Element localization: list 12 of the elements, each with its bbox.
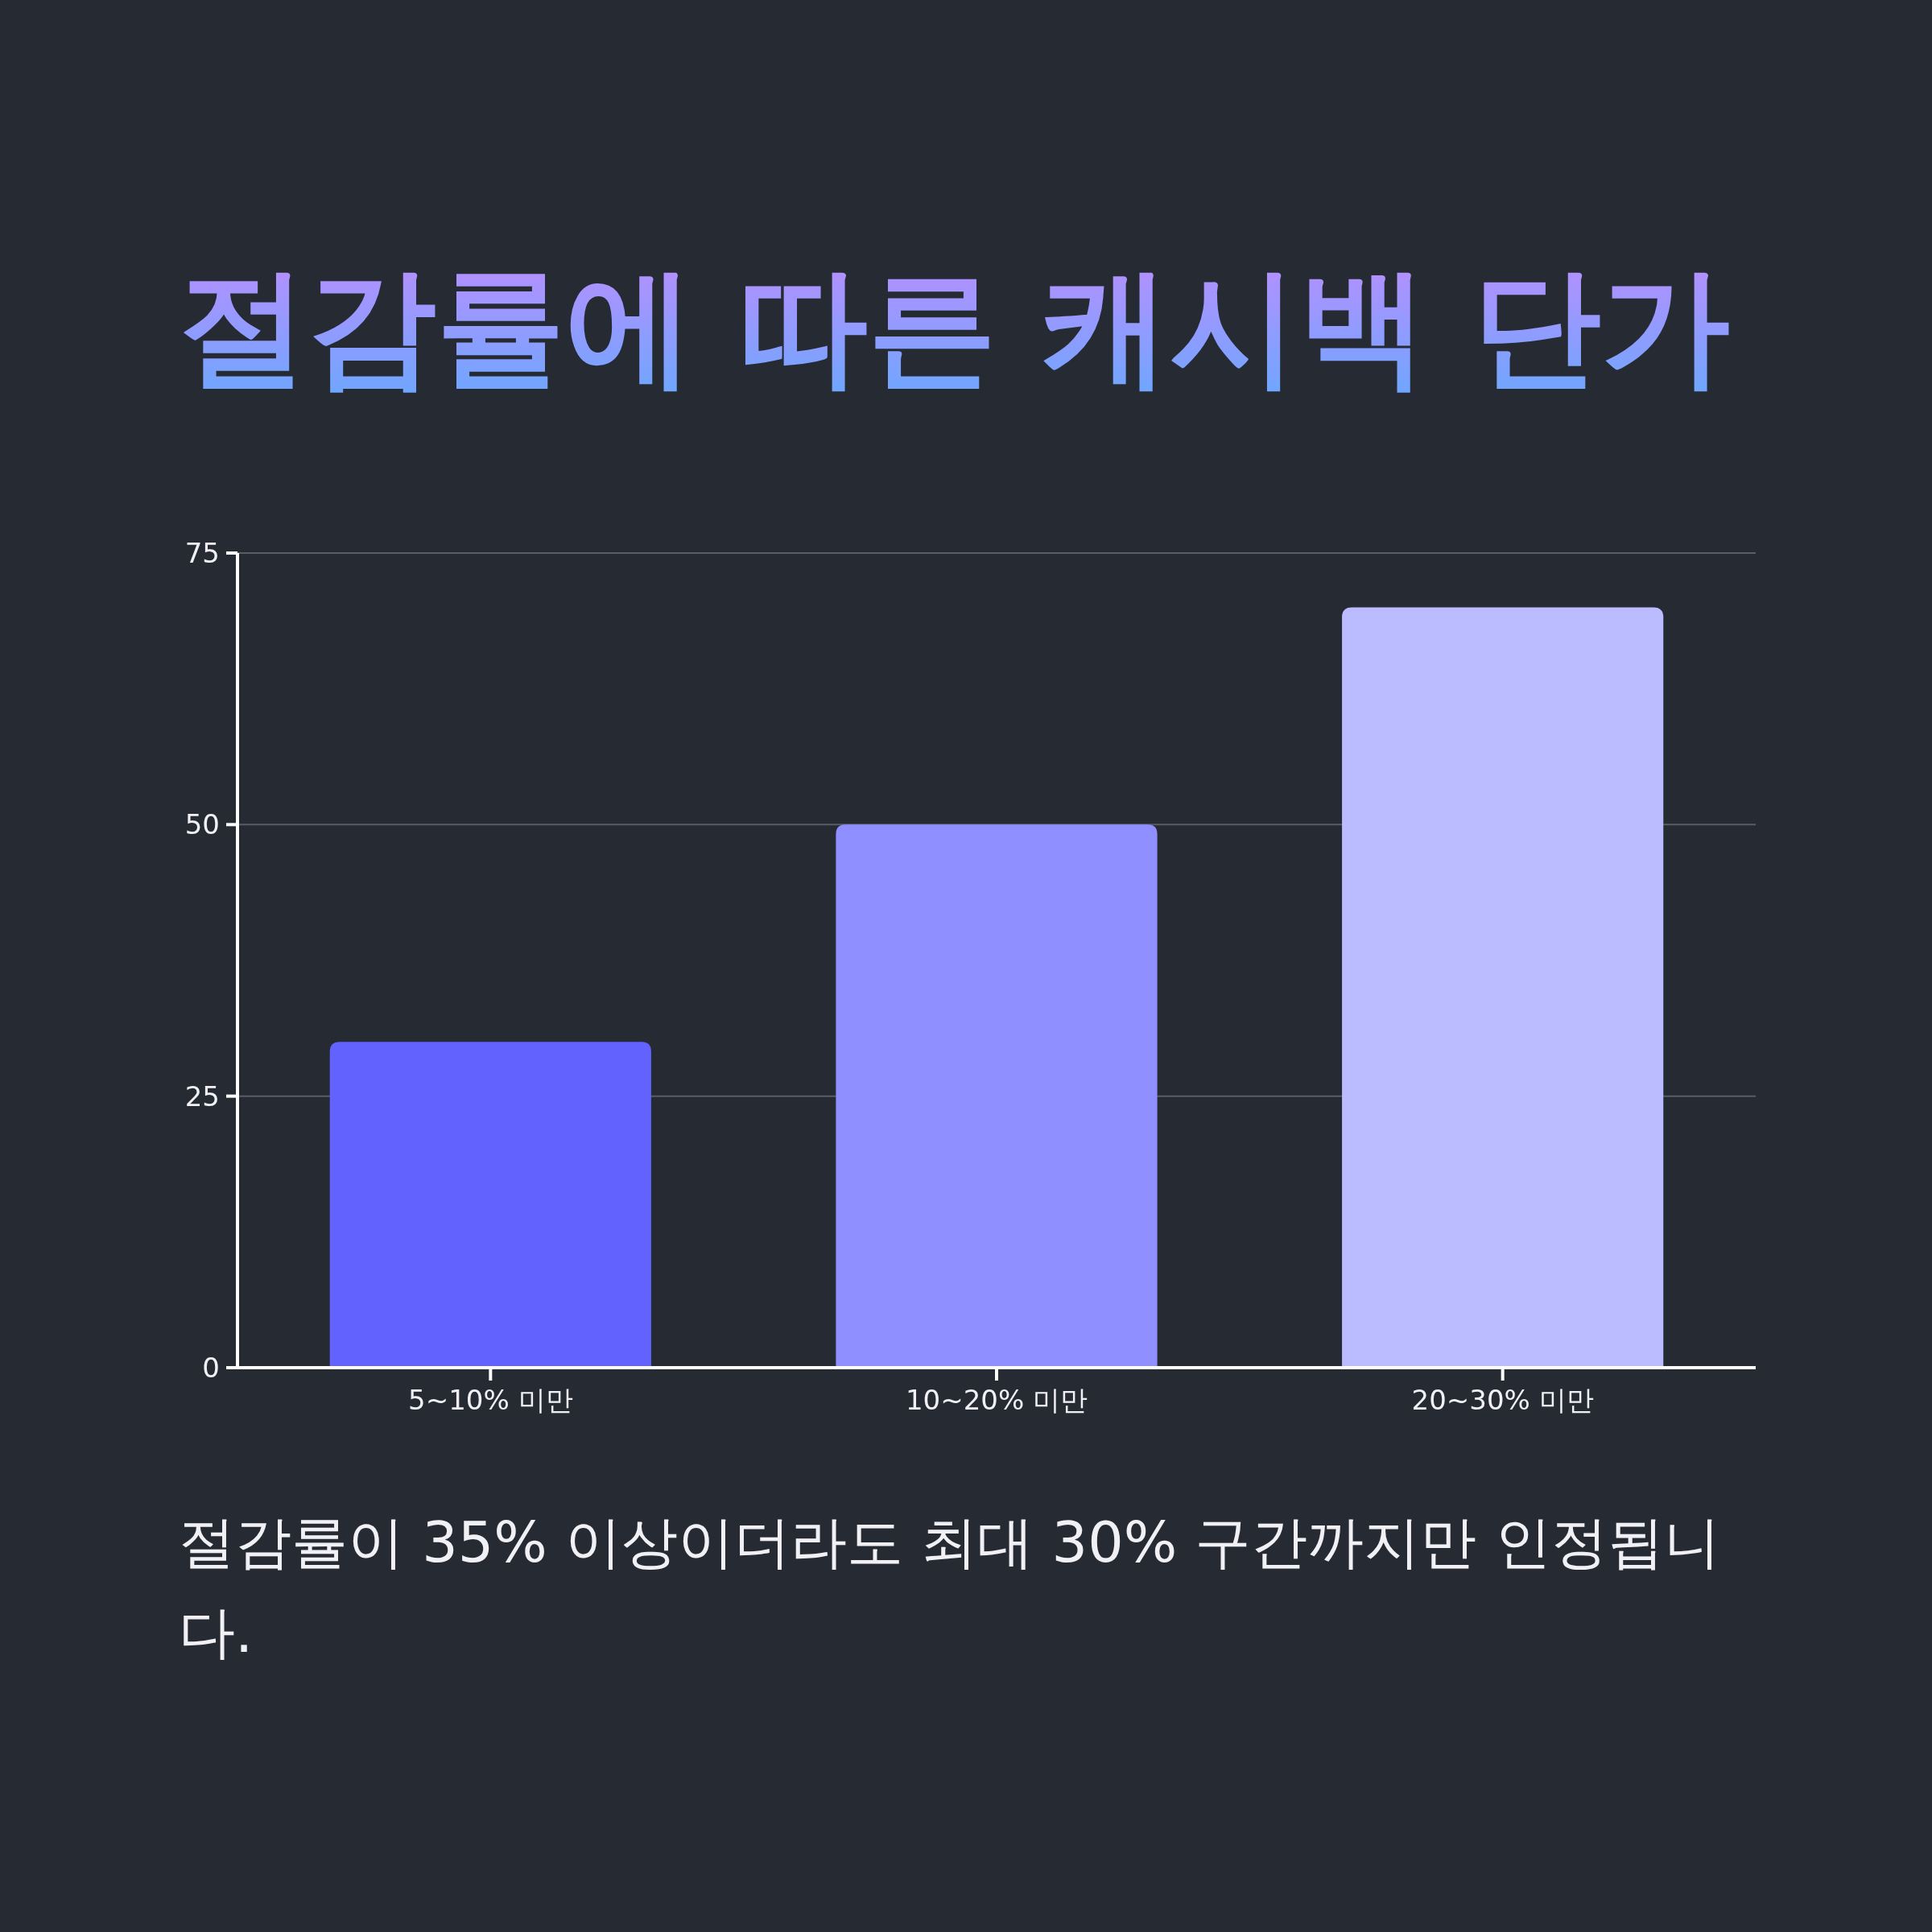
chart-title: 절감률에 따른 캐시백 단가 (179, 242, 1731, 415)
x-tick-label: 10~20% 미만 (905, 1384, 1088, 1416)
x-tick-label: 5~10% 미만 (408, 1384, 573, 1416)
x-tick-label: 20~30% 미만 (1411, 1384, 1594, 1416)
bar (329, 1042, 651, 1368)
bar (1342, 607, 1664, 1368)
y-tick-label: 0 (202, 1352, 220, 1384)
y-tick-label: 75 (184, 537, 220, 569)
y-tick-label: 25 (184, 1080, 220, 1113)
y-tick-label: 50 (184, 808, 220, 841)
bar (836, 824, 1158, 1368)
text: 절감률이 35% 이상이더라도 최대 30% 구간까지만 인정됩니다. (179, 1509, 1721, 1667)
